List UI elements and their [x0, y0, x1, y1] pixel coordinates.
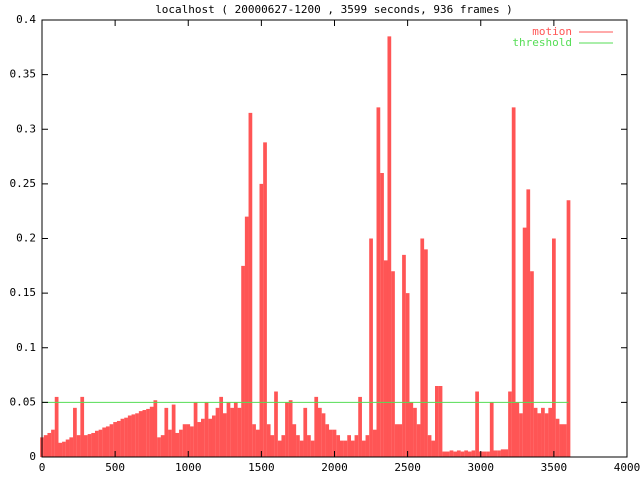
- y-tick-label: 0.2: [16, 232, 36, 245]
- chart-title: localhost ( 20000627-1200 , 3599 seconds…: [155, 3, 513, 16]
- x-tick-label: 0: [39, 461, 46, 474]
- x-tick-label: 3500: [541, 461, 568, 474]
- y-tick-label: 0.35: [10, 68, 37, 81]
- x-tick-label: 4000: [614, 461, 640, 474]
- y-tick-label: 0.4: [16, 13, 36, 26]
- x-tick-label: 2500: [394, 461, 421, 474]
- y-tick-label: 0.15: [10, 286, 37, 299]
- plot-frame: [41, 19, 628, 458]
- y-tick-label: 0.1: [16, 341, 36, 354]
- x-tick-label: 2000: [321, 461, 348, 474]
- y-tick-label: 0.05: [10, 395, 37, 408]
- x-tick-label: 1500: [248, 461, 275, 474]
- x-tick-label: 3000: [468, 461, 495, 474]
- y-tick-label: 0: [29, 450, 36, 463]
- x-tick-label: 500: [105, 461, 125, 474]
- x-tick-label: 1000: [175, 461, 202, 474]
- legend-label: motion: [532, 25, 572, 38]
- y-tick-label: 0.25: [10, 177, 37, 190]
- y-tick-label: 0.3: [16, 122, 36, 135]
- legend-label: threshold: [512, 36, 572, 49]
